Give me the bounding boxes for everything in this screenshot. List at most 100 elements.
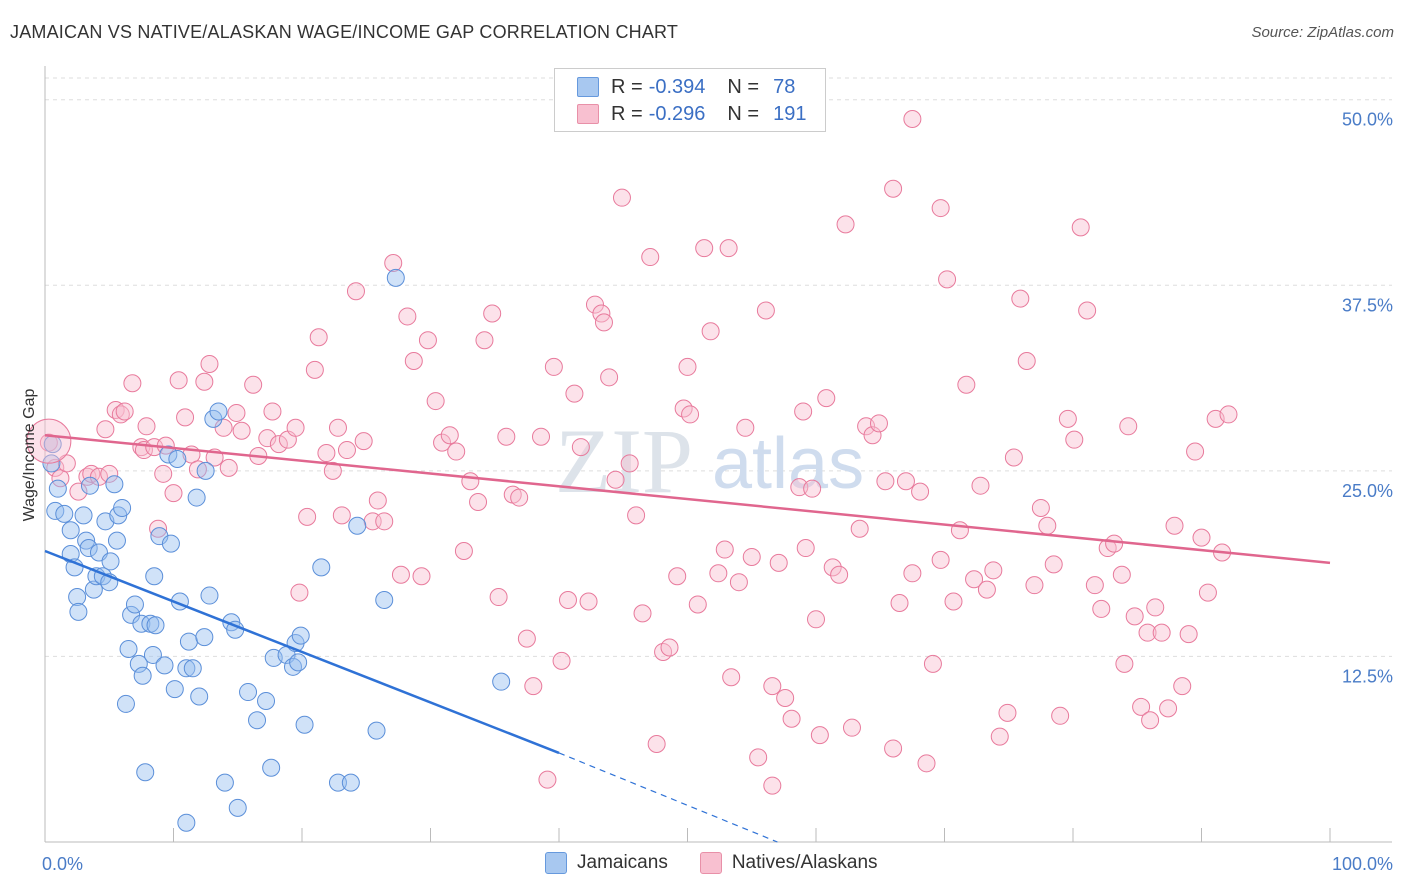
axes — [44, 66, 1392, 843]
point-natives — [836, 215, 855, 234]
legend-row-natives: R = -0.296 N = 191 — [577, 101, 806, 127]
legend-item-jamaicans[interactable]: Jamaicans — [545, 852, 668, 874]
point-natives — [990, 727, 1009, 746]
point-natives — [810, 726, 829, 745]
point-jamaicans — [69, 602, 88, 621]
point-natives — [1004, 448, 1023, 467]
point-natives — [709, 564, 728, 583]
point-natives — [332, 506, 351, 525]
point-natives — [957, 375, 976, 394]
point-natives — [1146, 598, 1165, 617]
point-natives — [923, 654, 942, 673]
legend-row-jamaicans: R = -0.394 N = 78 — [577, 74, 795, 100]
point-jamaicans — [200, 586, 219, 605]
point-natives — [412, 567, 431, 586]
point-jamaicans — [165, 680, 184, 699]
point-natives — [1071, 218, 1090, 237]
point-jamaicans — [375, 591, 394, 610]
point-natives — [1078, 301, 1097, 320]
point-natives — [823, 558, 842, 577]
point-natives — [1152, 623, 1171, 642]
point-natives — [346, 282, 365, 301]
point-natives — [298, 507, 317, 526]
point-natives — [903, 109, 922, 128]
point-jamaicans — [77, 531, 96, 550]
point-natives — [544, 357, 563, 376]
point-natives — [863, 426, 882, 445]
legend-item-natives[interactable]: Natives/Alaskans — [699, 852, 878, 874]
legend-swatch-natives — [699, 852, 722, 874]
point-jamaicans — [215, 773, 234, 792]
point-natives — [123, 374, 142, 393]
point-natives — [756, 301, 775, 320]
point-natives — [418, 331, 437, 350]
point-natives — [1115, 654, 1134, 673]
point-natives — [850, 519, 869, 538]
trend-line-natives — [44, 433, 1331, 565]
point-natives — [890, 593, 909, 612]
point-natives — [984, 561, 1003, 580]
point-jamaicans — [61, 521, 80, 540]
point-natives — [944, 592, 963, 611]
point-natives — [309, 328, 328, 347]
trend-line-jamaicans — [44, 549, 560, 755]
point-jamaicans — [262, 758, 281, 777]
point-natives — [532, 427, 551, 446]
point-natives — [154, 464, 173, 483]
point-jamaicans — [107, 531, 126, 550]
point-natives — [1138, 623, 1157, 642]
point-natives — [115, 402, 134, 421]
point-natives — [977, 580, 996, 599]
point-natives — [176, 408, 195, 427]
point-natives — [701, 322, 720, 341]
point-natives — [817, 389, 836, 408]
point-natives — [884, 739, 903, 758]
point-natives — [404, 351, 423, 370]
point-natives — [227, 403, 246, 422]
point-jamaicans — [143, 645, 162, 664]
point-natives — [1044, 555, 1063, 574]
y-axis-title: Wage/Income Gap — [21, 389, 38, 522]
point-jamaicans — [168, 449, 187, 468]
point-jamaicans — [125, 595, 144, 614]
legend-r-label: R = — [611, 102, 643, 125]
point-natives — [51, 469, 70, 488]
point-natives — [668, 567, 687, 586]
point-natives — [627, 506, 646, 525]
point-jamaicans — [68, 588, 87, 607]
point-jamaicans — [161, 534, 180, 553]
point-natives — [169, 371, 188, 390]
point-jamaicans — [74, 506, 93, 525]
point-jamaicans — [328, 773, 347, 792]
point-natives — [447, 442, 466, 461]
point-natives — [965, 570, 984, 589]
point-natives — [931, 199, 950, 218]
point-natives — [200, 354, 219, 373]
point-natives — [1105, 534, 1124, 553]
point-natives — [552, 651, 571, 670]
point-jamaicans — [55, 504, 74, 523]
point-natives — [719, 239, 738, 258]
point-jamaicans — [177, 659, 196, 678]
legend-n-label: N = — [727, 102, 760, 125]
point-natives — [426, 392, 445, 411]
point-natives — [998, 703, 1017, 722]
point-natives — [483, 304, 502, 323]
point-natives — [1125, 607, 1144, 626]
point-natives — [69, 482, 88, 501]
point-natives — [1025, 576, 1044, 595]
point-natives — [796, 539, 815, 558]
point-jamaicans — [187, 488, 206, 507]
point-jamaicans — [133, 666, 152, 685]
point-jamaicans — [195, 628, 214, 647]
point-natives — [660, 638, 679, 657]
point-natives — [1219, 405, 1238, 424]
point-natives — [1031, 498, 1050, 517]
point-natives — [384, 254, 403, 272]
point-natives — [375, 512, 394, 531]
point-natives — [263, 402, 282, 421]
point-natives — [688, 595, 707, 614]
point-natives — [290, 583, 309, 602]
legend-label-jamaicans: Jamaicans — [577, 852, 668, 873]
